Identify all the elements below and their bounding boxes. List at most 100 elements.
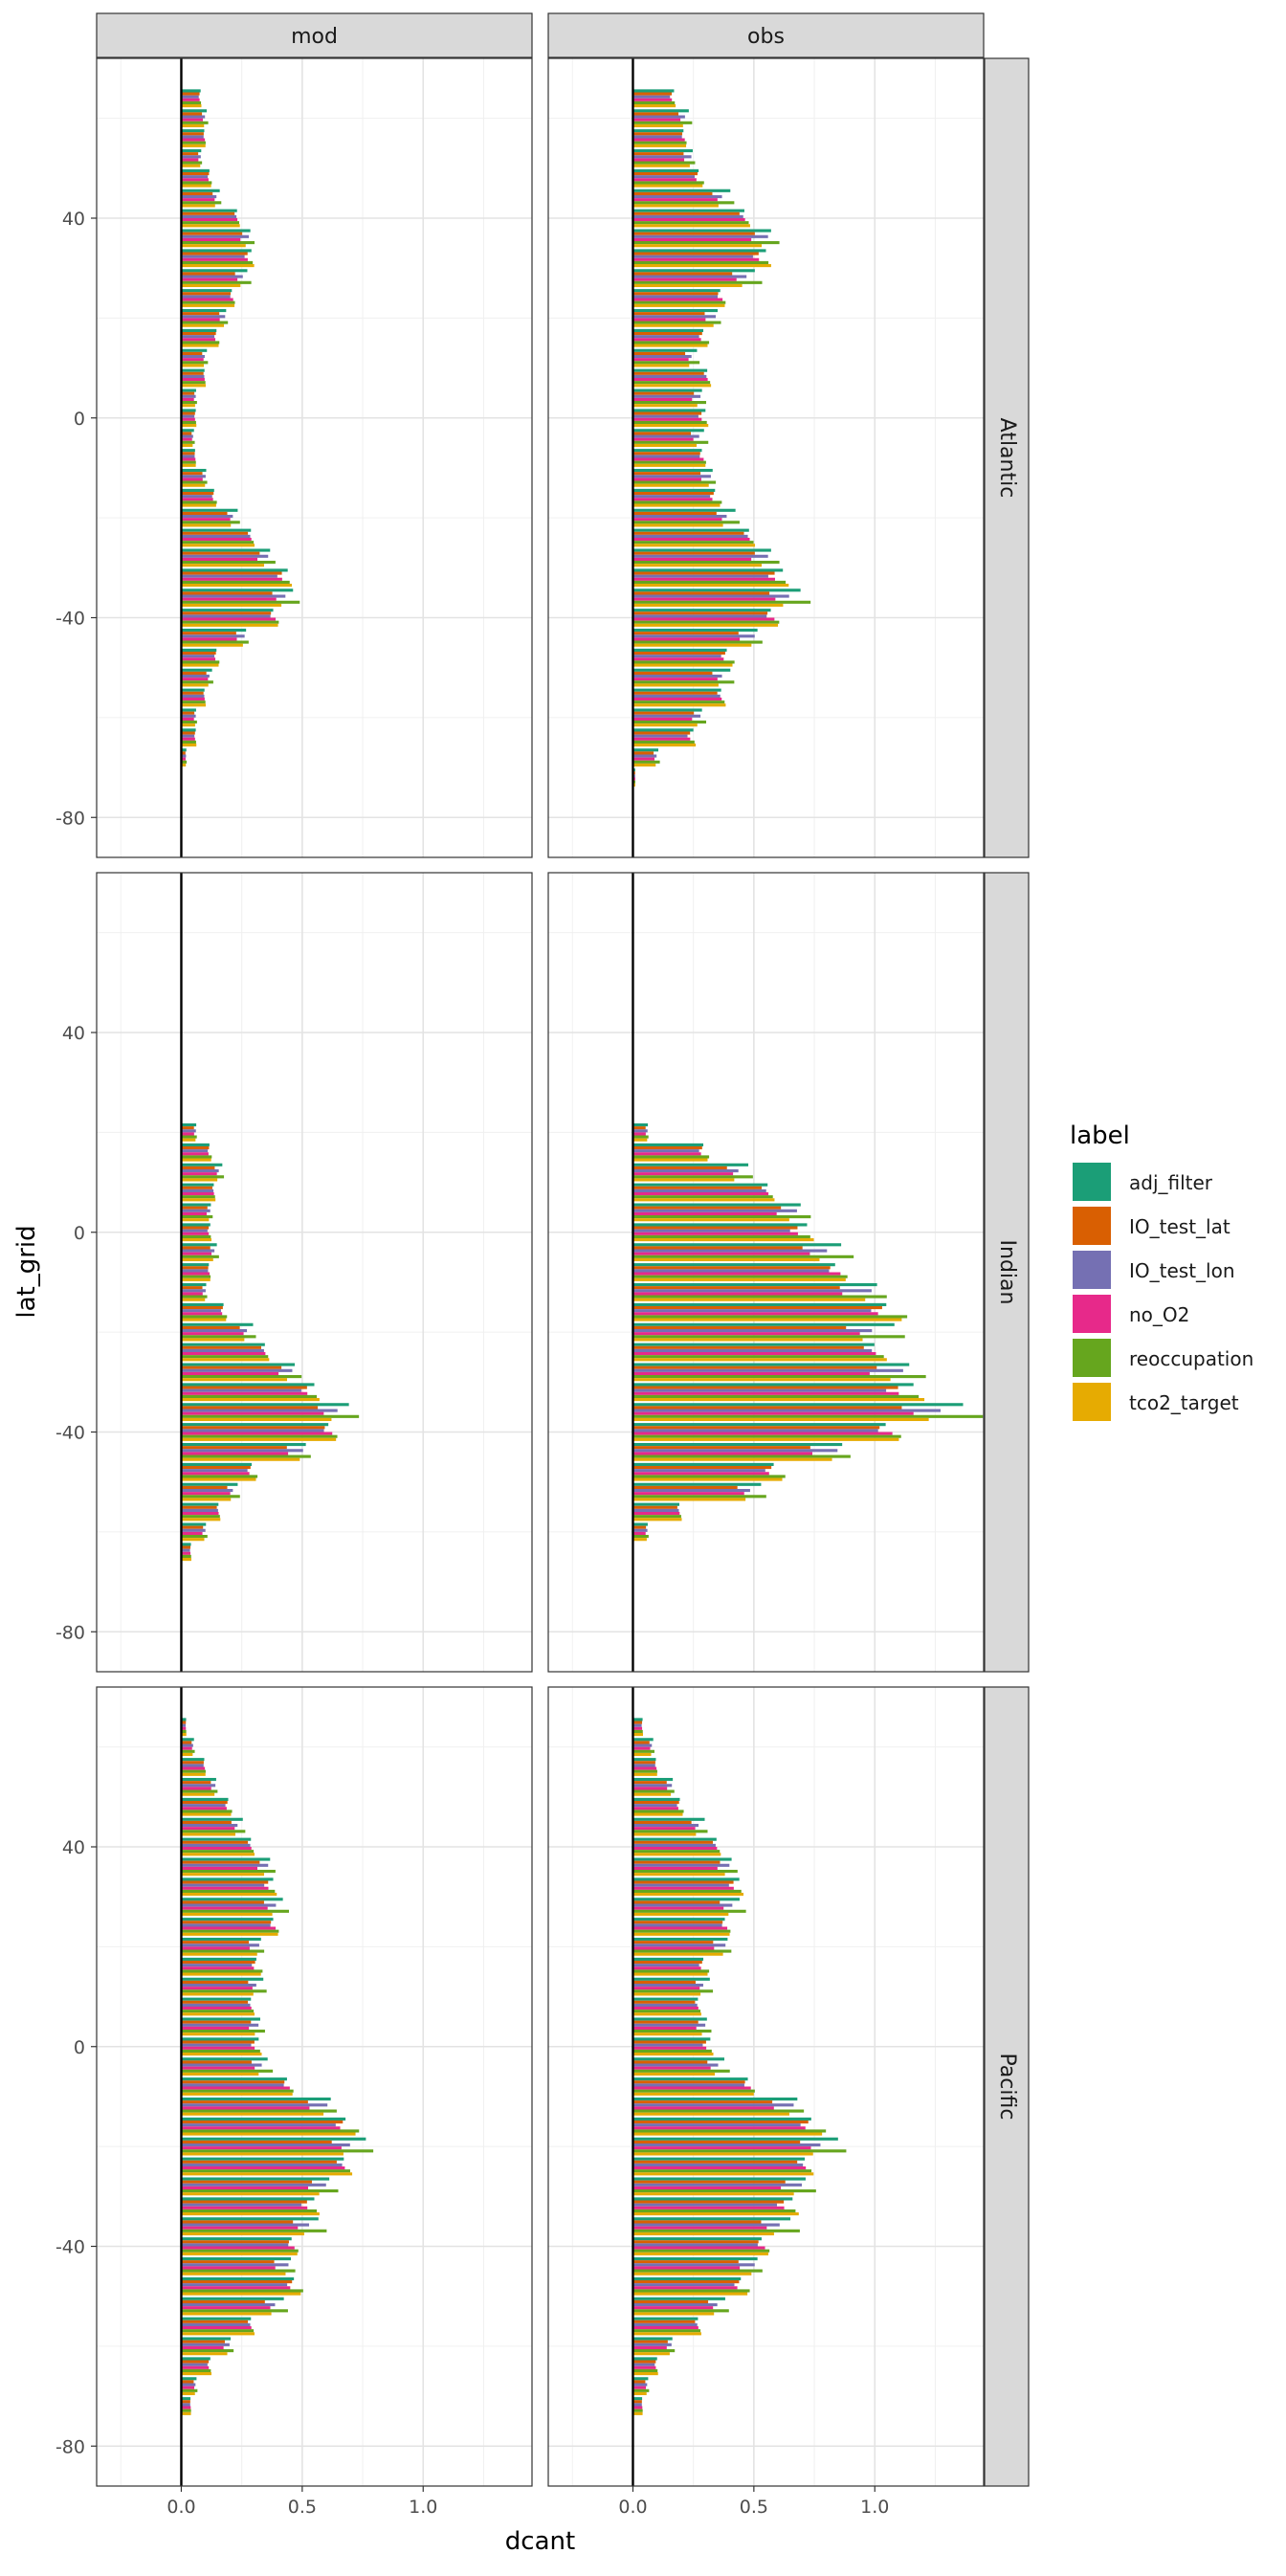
bar-IO_test_lat: [181, 1206, 208, 1210]
bar-tco2_target: [181, 2072, 259, 2076]
bar-reoccupation: [181, 660, 220, 664]
bar-adj_filter: [632, 249, 766, 253]
bar-no_O2: [181, 1272, 211, 1276]
bar-IO_test_lat: [181, 1980, 249, 1984]
bar-reoccupation: [632, 620, 780, 624]
bar-no_O2: [181, 1352, 266, 1356]
bar-no_O2: [181, 1847, 252, 1851]
bar-IO_test_lat: [181, 152, 199, 156]
bar-reoccupation: [632, 660, 735, 664]
bar-reoccupation: [181, 541, 255, 544]
bar-adj_filter: [632, 2117, 811, 2121]
bar-reoccupation: [181, 2209, 318, 2213]
bar-tco2_target: [181, 2232, 304, 2236]
bar-reoccupation: [632, 221, 749, 225]
bar-adj_filter: [181, 2397, 191, 2401]
bar-IO_test_lat: [632, 1505, 677, 1509]
bar-tco2_target: [181, 1417, 332, 1422]
bar-adj_filter: [632, 1363, 910, 1366]
bar-adj_filter: [181, 1442, 306, 1447]
bar-IO_test_lon: [632, 1368, 903, 1372]
bar-adj_filter: [181, 229, 251, 233]
bar-no_O2: [632, 1726, 643, 1730]
bar-tco2_target: [181, 643, 243, 647]
bar-tco2_target: [181, 2132, 356, 2136]
bar-tco2_target: [632, 1457, 832, 1461]
bar-no_O2: [632, 2007, 698, 2010]
bar-no_O2: [632, 2186, 782, 2190]
y-tick-label: 0: [74, 2037, 85, 2058]
bar-no_O2: [632, 1827, 696, 1831]
bar-reoccupation: [181, 1769, 206, 1773]
panel-border: [547, 1686, 985, 2487]
bar-tco2_target: [632, 1812, 683, 1816]
bar-reoccupation: [181, 561, 276, 565]
bar-tco2_target: [632, 1752, 652, 1757]
bar-reoccupation: [632, 321, 721, 324]
bar-reoccupation: [181, 2368, 211, 2373]
bar-no_O2: [181, 2226, 299, 2230]
bar-adj_filter: [181, 1183, 214, 1187]
bar-IO_test_lat: [181, 1761, 204, 1765]
bar-reoccupation: [632, 161, 696, 165]
bar-no_O2: [632, 1192, 769, 1196]
bar-reoccupation: [181, 2189, 339, 2193]
bar-no_O2: [632, 2106, 774, 2110]
bar-reoccupation: [181, 600, 300, 604]
bar-IO_test_lat: [632, 2000, 696, 2004]
bar-tco2_target: [632, 1138, 648, 1142]
bar-tco2_target: [632, 1972, 708, 1976]
bar-reoccupation: [632, 1929, 731, 1933]
bar-IO_test_lat: [181, 2120, 344, 2124]
bar-IO_test_lon: [181, 574, 277, 578]
legend-label-no_O2: no_O2: [1129, 1303, 1189, 1326]
bar-no_O2: [181, 1966, 255, 1970]
bar-IO_test_lat: [632, 2279, 740, 2284]
bar-IO_test_lon: [632, 315, 717, 319]
bar-no_O2: [632, 158, 685, 162]
bar-adj_filter: [632, 1383, 914, 1387]
bar-IO_test_lon: [181, 1229, 208, 1232]
bar-IO_test_lon: [632, 335, 699, 339]
bar-adj_filter: [181, 1957, 256, 1961]
bar-reoccupation: [632, 2329, 701, 2333]
bar-IO_test_lon: [181, 1388, 301, 1392]
bar-reoccupation: [632, 2010, 701, 2013]
bar-reoccupation: [181, 1810, 233, 1813]
bar-adj_filter: [181, 1263, 210, 1267]
bar-adj_filter: [632, 2297, 725, 2300]
bar-tco2_target: [632, 783, 635, 787]
facet-strip-label-Atlantic: Atlantic: [995, 418, 1019, 499]
bar-adj_filter: [632, 289, 721, 293]
legend-title: label: [1070, 1121, 1130, 1150]
bar-IO_test_lon: [181, 1764, 204, 1767]
bar-reoccupation: [632, 2229, 800, 2232]
bar-IO_test_lon: [181, 315, 226, 319]
bar-no_O2: [632, 1787, 668, 1790]
bar-adj_filter: [181, 568, 288, 572]
bar-tco2_target: [632, 763, 656, 767]
legend-key-IO_test_lat: [1073, 1207, 1111, 1245]
legend-label-IO_test_lat: IO_test_lat: [1129, 1215, 1231, 1238]
bar-IO_test_lat: [181, 1525, 204, 1529]
bar-reoccupation: [632, 1495, 766, 1499]
bar-reoccupation: [632, 1215, 811, 1219]
bar-tco2_target: [181, 1358, 270, 1362]
bar-no_O2: [632, 1172, 734, 1176]
bar-no_O2: [181, 477, 203, 481]
bar-adj_filter: [181, 1738, 194, 1742]
bar-tco2_target: [632, 2032, 702, 2036]
bar-reoccupation: [181, 1295, 208, 1299]
bar-tco2_target: [181, 123, 205, 128]
legend-label-adj_filter: adj_filter: [1129, 1171, 1213, 1194]
bar-adj_filter: [632, 129, 684, 133]
bar-IO_test_lat: [632, 1206, 782, 1210]
bar-adj_filter: [181, 1383, 315, 1387]
bar-reoccupation: [632, 2349, 676, 2353]
bar-tco2_target: [181, 384, 206, 388]
bar-tco2_target: [181, 2053, 262, 2056]
bar-IO_test_lon: [632, 655, 721, 658]
bar-reoccupation: [181, 1749, 195, 1753]
bar-tco2_target: [181, 1733, 187, 1737]
legend-label-reoccupation: reoccupation: [1129, 1347, 1253, 1370]
